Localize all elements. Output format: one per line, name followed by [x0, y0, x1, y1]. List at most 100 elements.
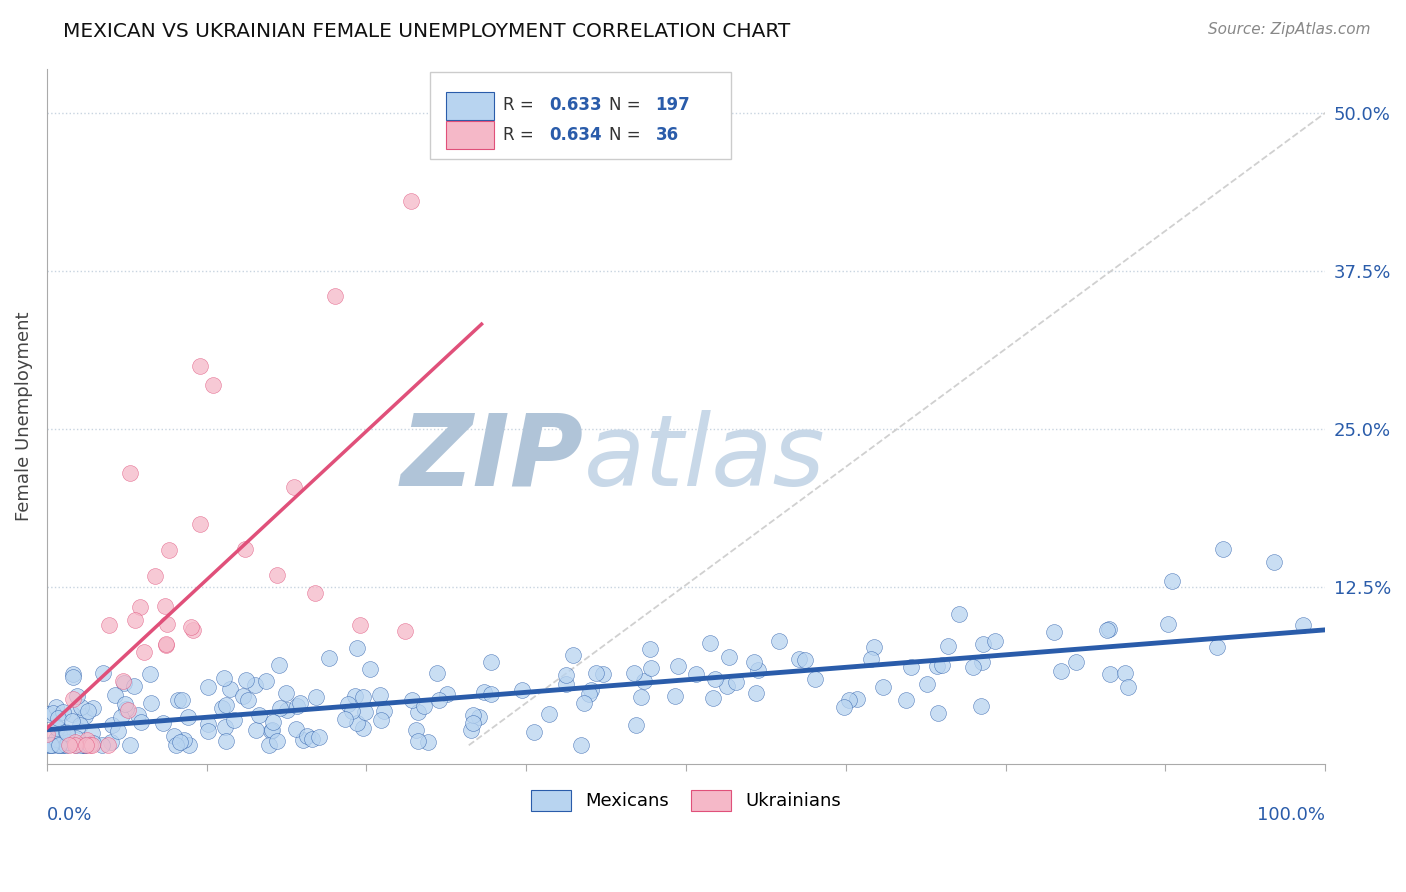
Point [340, 704, 363, 718]
Point [1206, 640, 1229, 654]
Point [62, 667, 84, 681]
Point [794, 653, 817, 667]
Point [768, 634, 790, 648]
Point [1291, 618, 1313, 632]
Point [73, 739, 96, 753]
Point [429, 693, 451, 707]
Point [58, 739, 80, 753]
Point [179, 739, 201, 753]
Point [139, 666, 162, 681]
Point [702, 691, 724, 706]
Point [349, 618, 371, 632]
Point [468, 710, 491, 724]
Point [70, 699, 93, 714]
Point [267, 658, 290, 673]
Point [274, 686, 297, 700]
Point [569, 739, 592, 753]
Point [129, 600, 152, 615]
Point [304, 690, 326, 704]
Point [114, 698, 136, 712]
Point [82, 736, 104, 750]
Point [212, 671, 235, 685]
Point [346, 715, 368, 730]
Point [368, 688, 391, 702]
Point [262, 723, 284, 737]
Point [155, 637, 177, 651]
Text: R =: R = [503, 126, 540, 144]
Point [111, 674, 134, 689]
Point [343, 689, 366, 703]
Point [219, 682, 242, 697]
Point [285, 699, 308, 714]
Point [426, 665, 449, 680]
Point [56, 726, 79, 740]
Point [197, 681, 219, 695]
Point [188, 516, 211, 531]
Point [285, 722, 308, 736]
Point [624, 718, 647, 732]
Point [510, 683, 533, 698]
Point [107, 724, 129, 739]
Point [65, 731, 87, 745]
Point [1049, 665, 1071, 679]
Point [132, 645, 155, 659]
Point [93, 665, 115, 680]
Point [98, 618, 121, 632]
Text: 0.633: 0.633 [550, 96, 602, 114]
Point [60, 714, 83, 729]
Point [745, 686, 768, 700]
Point [118, 467, 141, 481]
Point [155, 638, 177, 652]
Point [262, 714, 284, 729]
Point [55, 725, 77, 739]
Text: 0.634: 0.634 [550, 126, 602, 144]
Point [260, 723, 283, 738]
Point [117, 703, 139, 717]
Point [69, 717, 91, 731]
Point [633, 673, 655, 688]
Point [931, 657, 953, 672]
Point [555, 668, 578, 682]
Point [742, 656, 765, 670]
Point [846, 692, 869, 706]
Point [724, 675, 747, 690]
Point [479, 655, 502, 669]
Point [48, 727, 70, 741]
Point [917, 677, 939, 691]
Text: Source: ZipAtlas.com: Source: ZipAtlas.com [1208, 22, 1371, 37]
Point [832, 699, 855, 714]
Point [1116, 680, 1139, 694]
Point [352, 690, 374, 705]
Point [948, 607, 970, 622]
Point [308, 730, 330, 744]
Point [962, 660, 984, 674]
Point [436, 687, 458, 701]
Point [82, 700, 104, 714]
Point [1114, 665, 1136, 680]
Point [900, 659, 922, 673]
Point [35, 726, 58, 740]
Point [80, 739, 103, 753]
Point [1263, 555, 1285, 569]
Point [41, 706, 63, 720]
Point [53, 738, 76, 752]
Point [401, 693, 423, 707]
Point [323, 289, 346, 303]
Point [73, 739, 96, 753]
Point [188, 359, 211, 373]
Text: 0.0%: 0.0% [46, 806, 93, 824]
Y-axis label: Female Unemployment: Female Unemployment [15, 311, 32, 521]
Point [156, 617, 179, 632]
Point [46, 721, 69, 735]
Point [243, 678, 266, 692]
Point [37, 739, 59, 753]
Point [859, 652, 882, 666]
Point [139, 696, 162, 710]
Point [180, 620, 202, 634]
Point [523, 724, 546, 739]
Point [301, 731, 323, 746]
Point [45, 720, 67, 734]
Point [936, 640, 959, 654]
Point [288, 696, 311, 710]
Point [1043, 625, 1066, 640]
